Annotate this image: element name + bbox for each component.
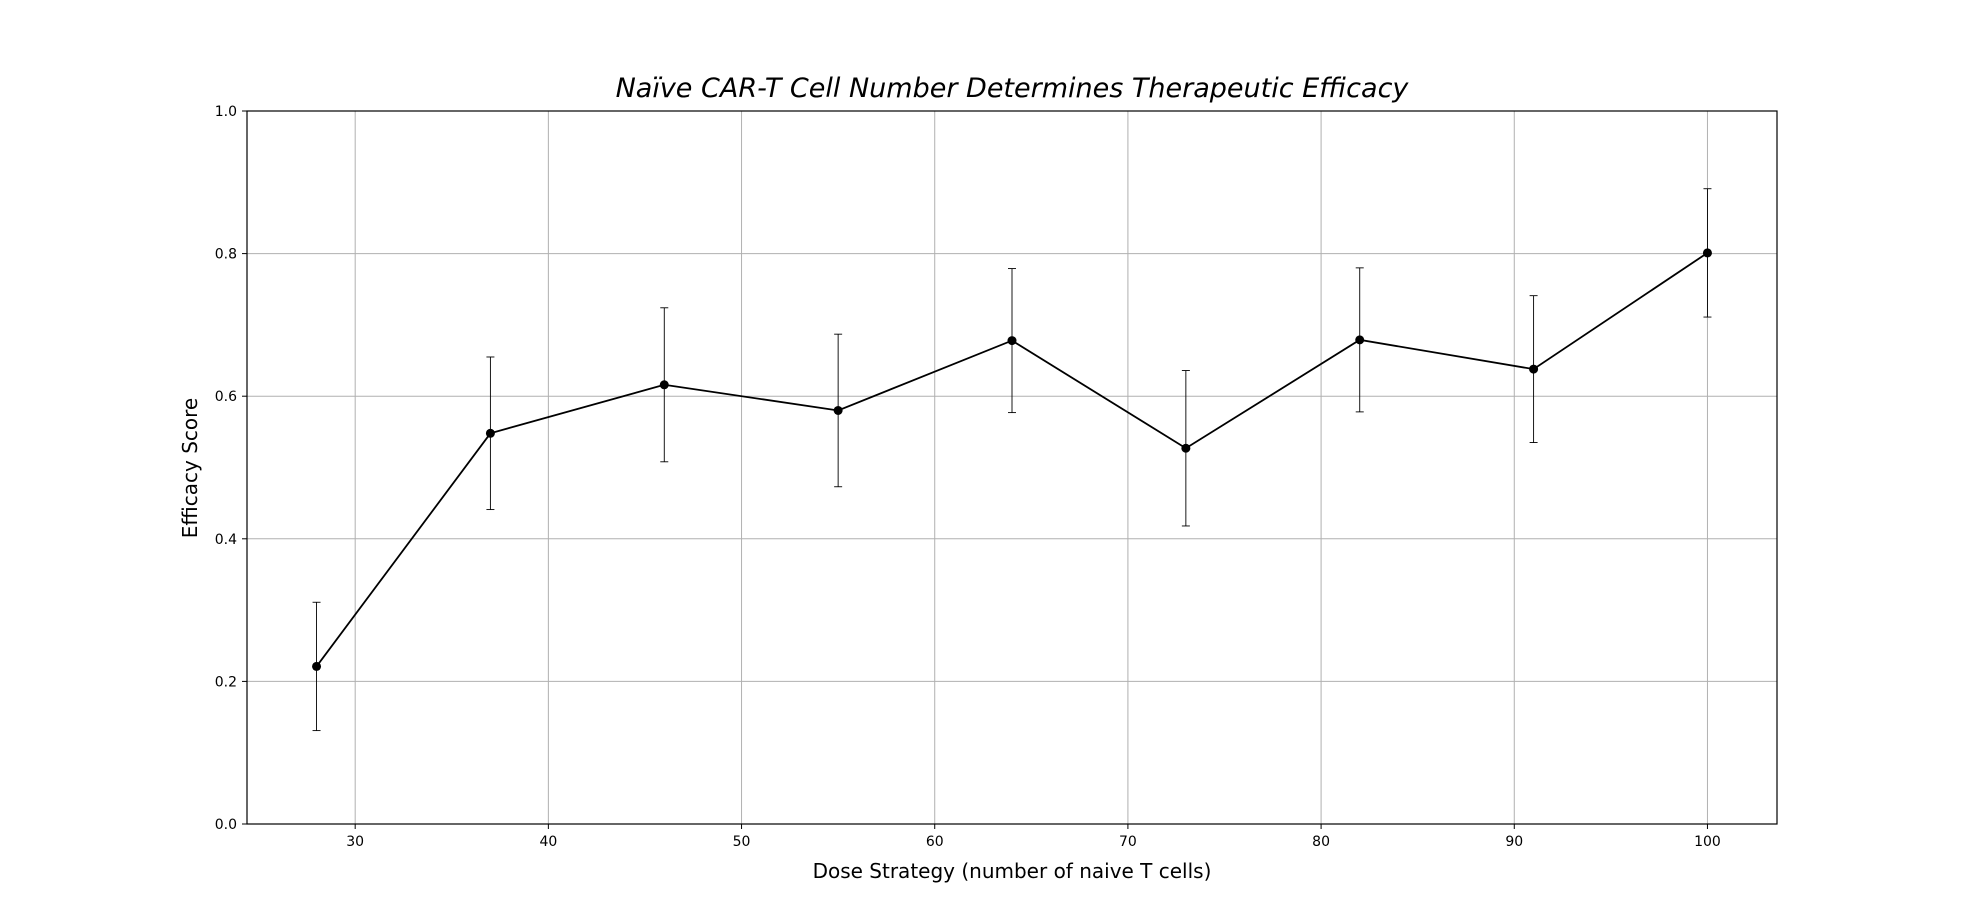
x-tick-label: 80 xyxy=(1312,834,1330,850)
data-point xyxy=(833,405,843,415)
x-tick-label: 40 xyxy=(539,834,557,850)
x-tick-label: 100 xyxy=(1694,834,1721,850)
y-tick-label: 0.4 xyxy=(215,532,237,548)
y-axis-label: Efficacy Score xyxy=(178,398,202,538)
y-tick-label: 1.0 xyxy=(215,104,237,120)
data-point xyxy=(1702,248,1712,258)
x-tick-label: 30 xyxy=(346,834,364,850)
data-point xyxy=(485,428,495,438)
y-tick-label: 0.0 xyxy=(215,817,237,833)
x-tick-label: 90 xyxy=(1505,834,1523,850)
data-point xyxy=(1355,335,1365,345)
x-axis-label: Dose Strategy (number of naive T cells) xyxy=(813,859,1212,883)
x-tick-label: 50 xyxy=(733,834,751,850)
x-tick-label: 70 xyxy=(1119,834,1137,850)
data-point xyxy=(1007,336,1017,346)
x-tick-label: 60 xyxy=(926,834,944,850)
y-tick-label: 0.6 xyxy=(215,389,237,405)
data-point xyxy=(312,661,322,671)
axes-frame xyxy=(246,110,1778,825)
plot-area xyxy=(312,188,1712,732)
data-point xyxy=(1529,364,1539,374)
y-tick-label: 0.8 xyxy=(215,247,237,263)
y-tick-label: 0.2 xyxy=(215,674,237,690)
axes: 30 40 50 60 70 80 90 100 0.0 0.2 0.4 0.6 0.8 1.0 xyxy=(215,104,1778,850)
data-point xyxy=(659,380,669,390)
data-point xyxy=(1181,443,1191,453)
chart-title: Naïve CAR-T Cell Number Determines Thera… xyxy=(616,73,1410,104)
